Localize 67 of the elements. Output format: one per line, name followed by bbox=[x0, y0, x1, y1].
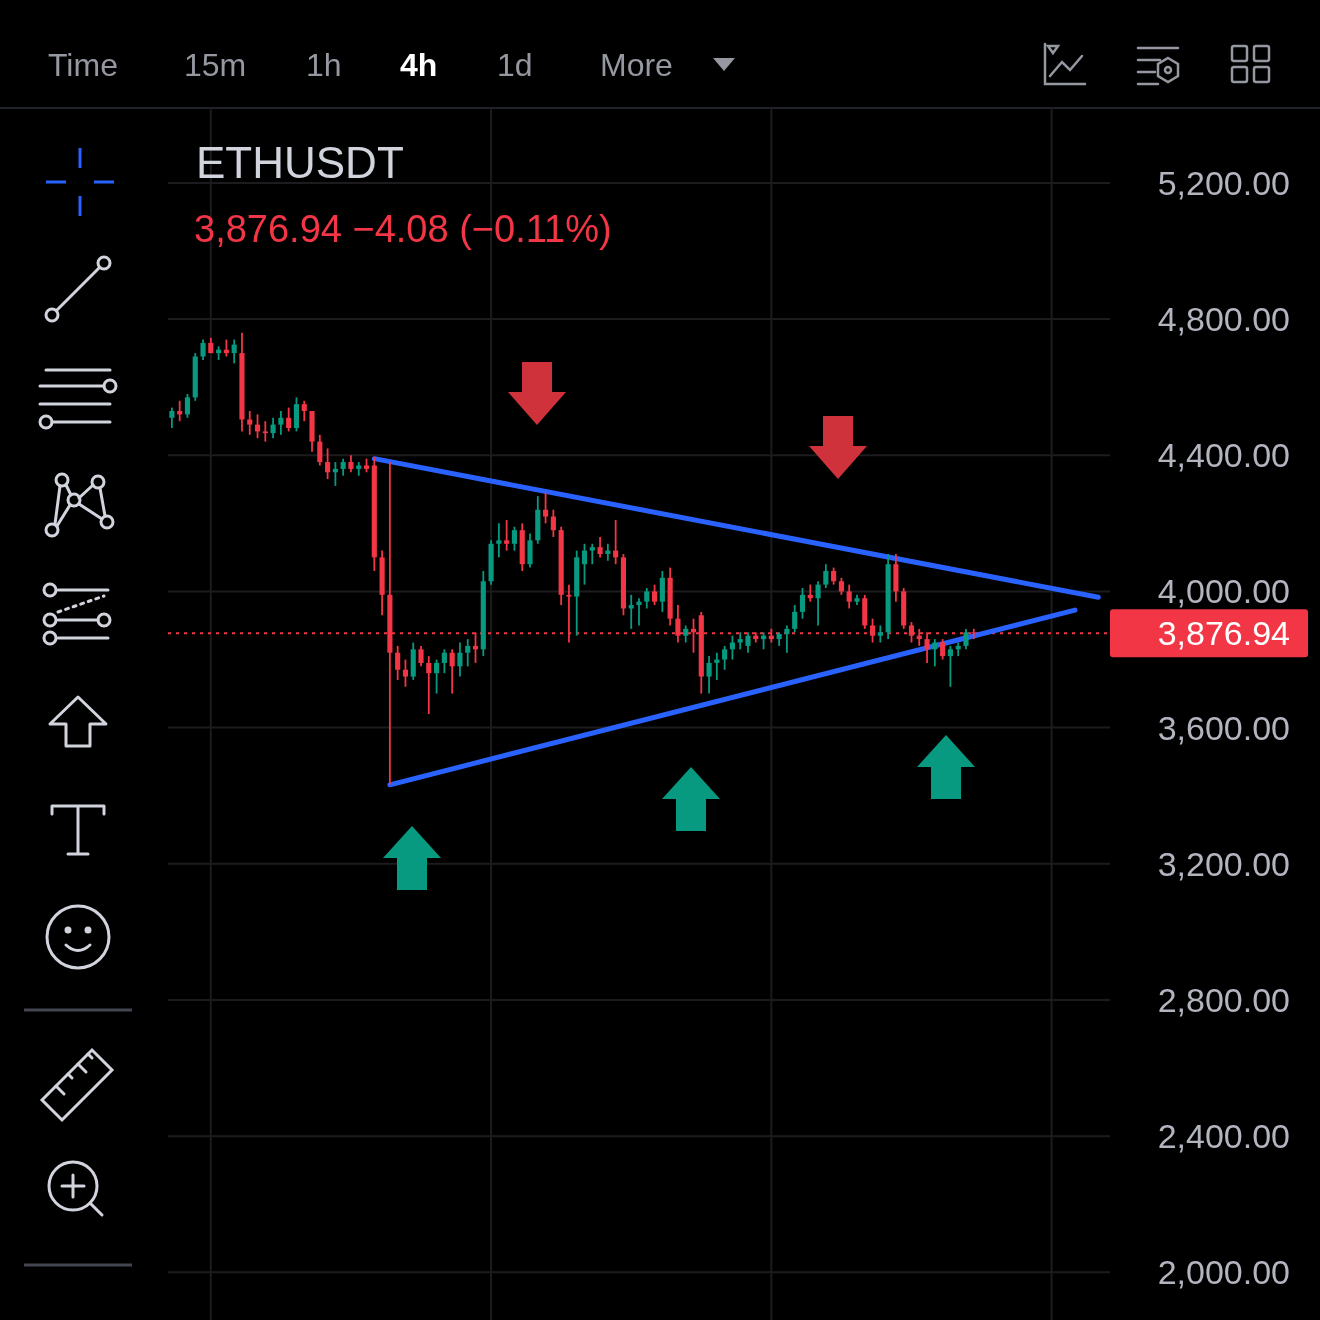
candlestick bbox=[706, 655, 712, 695]
candlestick bbox=[550, 508, 556, 538]
y-tick-label: 2,000.00 bbox=[1157, 1253, 1290, 1292]
candlestick bbox=[231, 338, 237, 365]
candlestick bbox=[543, 491, 549, 525]
text: 1d bbox=[497, 47, 533, 83]
candlestick bbox=[286, 406, 292, 433]
text: ETHUSDT bbox=[196, 138, 404, 187]
candlestick bbox=[325, 447, 331, 480]
candlestick bbox=[301, 399, 307, 423]
candlestick bbox=[434, 658, 440, 695]
candlestick bbox=[652, 583, 658, 606]
candlestick bbox=[823, 563, 829, 589]
candlestick bbox=[426, 655, 432, 715]
candlestick bbox=[745, 631, 751, 654]
candlestick bbox=[799, 587, 806, 620]
candlestick bbox=[940, 638, 946, 661]
text: More bbox=[600, 47, 673, 83]
candlestick bbox=[457, 641, 463, 678]
candlestick bbox=[247, 410, 253, 436]
ref-line-label: 3,876.94 bbox=[1157, 614, 1290, 653]
y-tick-label: 5,200.00 bbox=[1157, 163, 1290, 202]
candlestick bbox=[184, 393, 191, 419]
candlestick bbox=[947, 645, 953, 688]
candlestick bbox=[784, 624, 790, 654]
candlestick bbox=[597, 536, 603, 559]
candlestick bbox=[418, 645, 424, 668]
candlestick bbox=[402, 658, 409, 688]
candlestick bbox=[644, 587, 650, 610]
text: 1h bbox=[306, 47, 342, 83]
candlestick bbox=[270, 416, 276, 440]
candlestick bbox=[527, 532, 533, 569]
candlestick bbox=[262, 420, 268, 443]
y-tick-label: 4,800.00 bbox=[1157, 299, 1290, 338]
candlestick bbox=[317, 433, 323, 467]
y-tick-label: 4,000.00 bbox=[1157, 572, 1290, 611]
y-tick-label: 2,400.00 bbox=[1157, 1117, 1290, 1156]
candlestick bbox=[722, 645, 728, 671]
candlestick bbox=[504, 519, 510, 552]
candlestick bbox=[169, 406, 175, 429]
text: 4h bbox=[400, 47, 438, 83]
candlestick bbox=[200, 338, 206, 361]
text: Time bbox=[48, 47, 118, 83]
candlestick bbox=[511, 525, 518, 552]
y-tick-label: 3,600.00 bbox=[1157, 708, 1290, 747]
candlestick bbox=[792, 604, 798, 634]
candlestick bbox=[589, 542, 595, 566]
candlestick bbox=[636, 597, 642, 627]
candlestick bbox=[496, 522, 502, 559]
candlestick bbox=[581, 542, 588, 586]
candlestick bbox=[869, 617, 876, 644]
candlestick bbox=[846, 583, 852, 610]
candlestick bbox=[395, 645, 401, 681]
candlestick bbox=[815, 580, 821, 627]
y-tick-label: 4,400.00 bbox=[1157, 436, 1290, 475]
candlestick bbox=[963, 627, 969, 651]
candlestick bbox=[659, 570, 665, 613]
candlestick bbox=[465, 638, 471, 668]
candlestick bbox=[449, 648, 455, 695]
y-tick-label: 3,200.00 bbox=[1157, 844, 1290, 883]
text: 15m bbox=[184, 47, 247, 83]
text: 3,876.94 −4.08 (−0.11%) bbox=[194, 208, 612, 250]
candlestick bbox=[278, 410, 284, 436]
candlestick bbox=[441, 648, 447, 675]
candlestick bbox=[877, 624, 883, 644]
y-tick-label: 2,800.00 bbox=[1157, 980, 1290, 1019]
candlestick bbox=[293, 396, 300, 433]
